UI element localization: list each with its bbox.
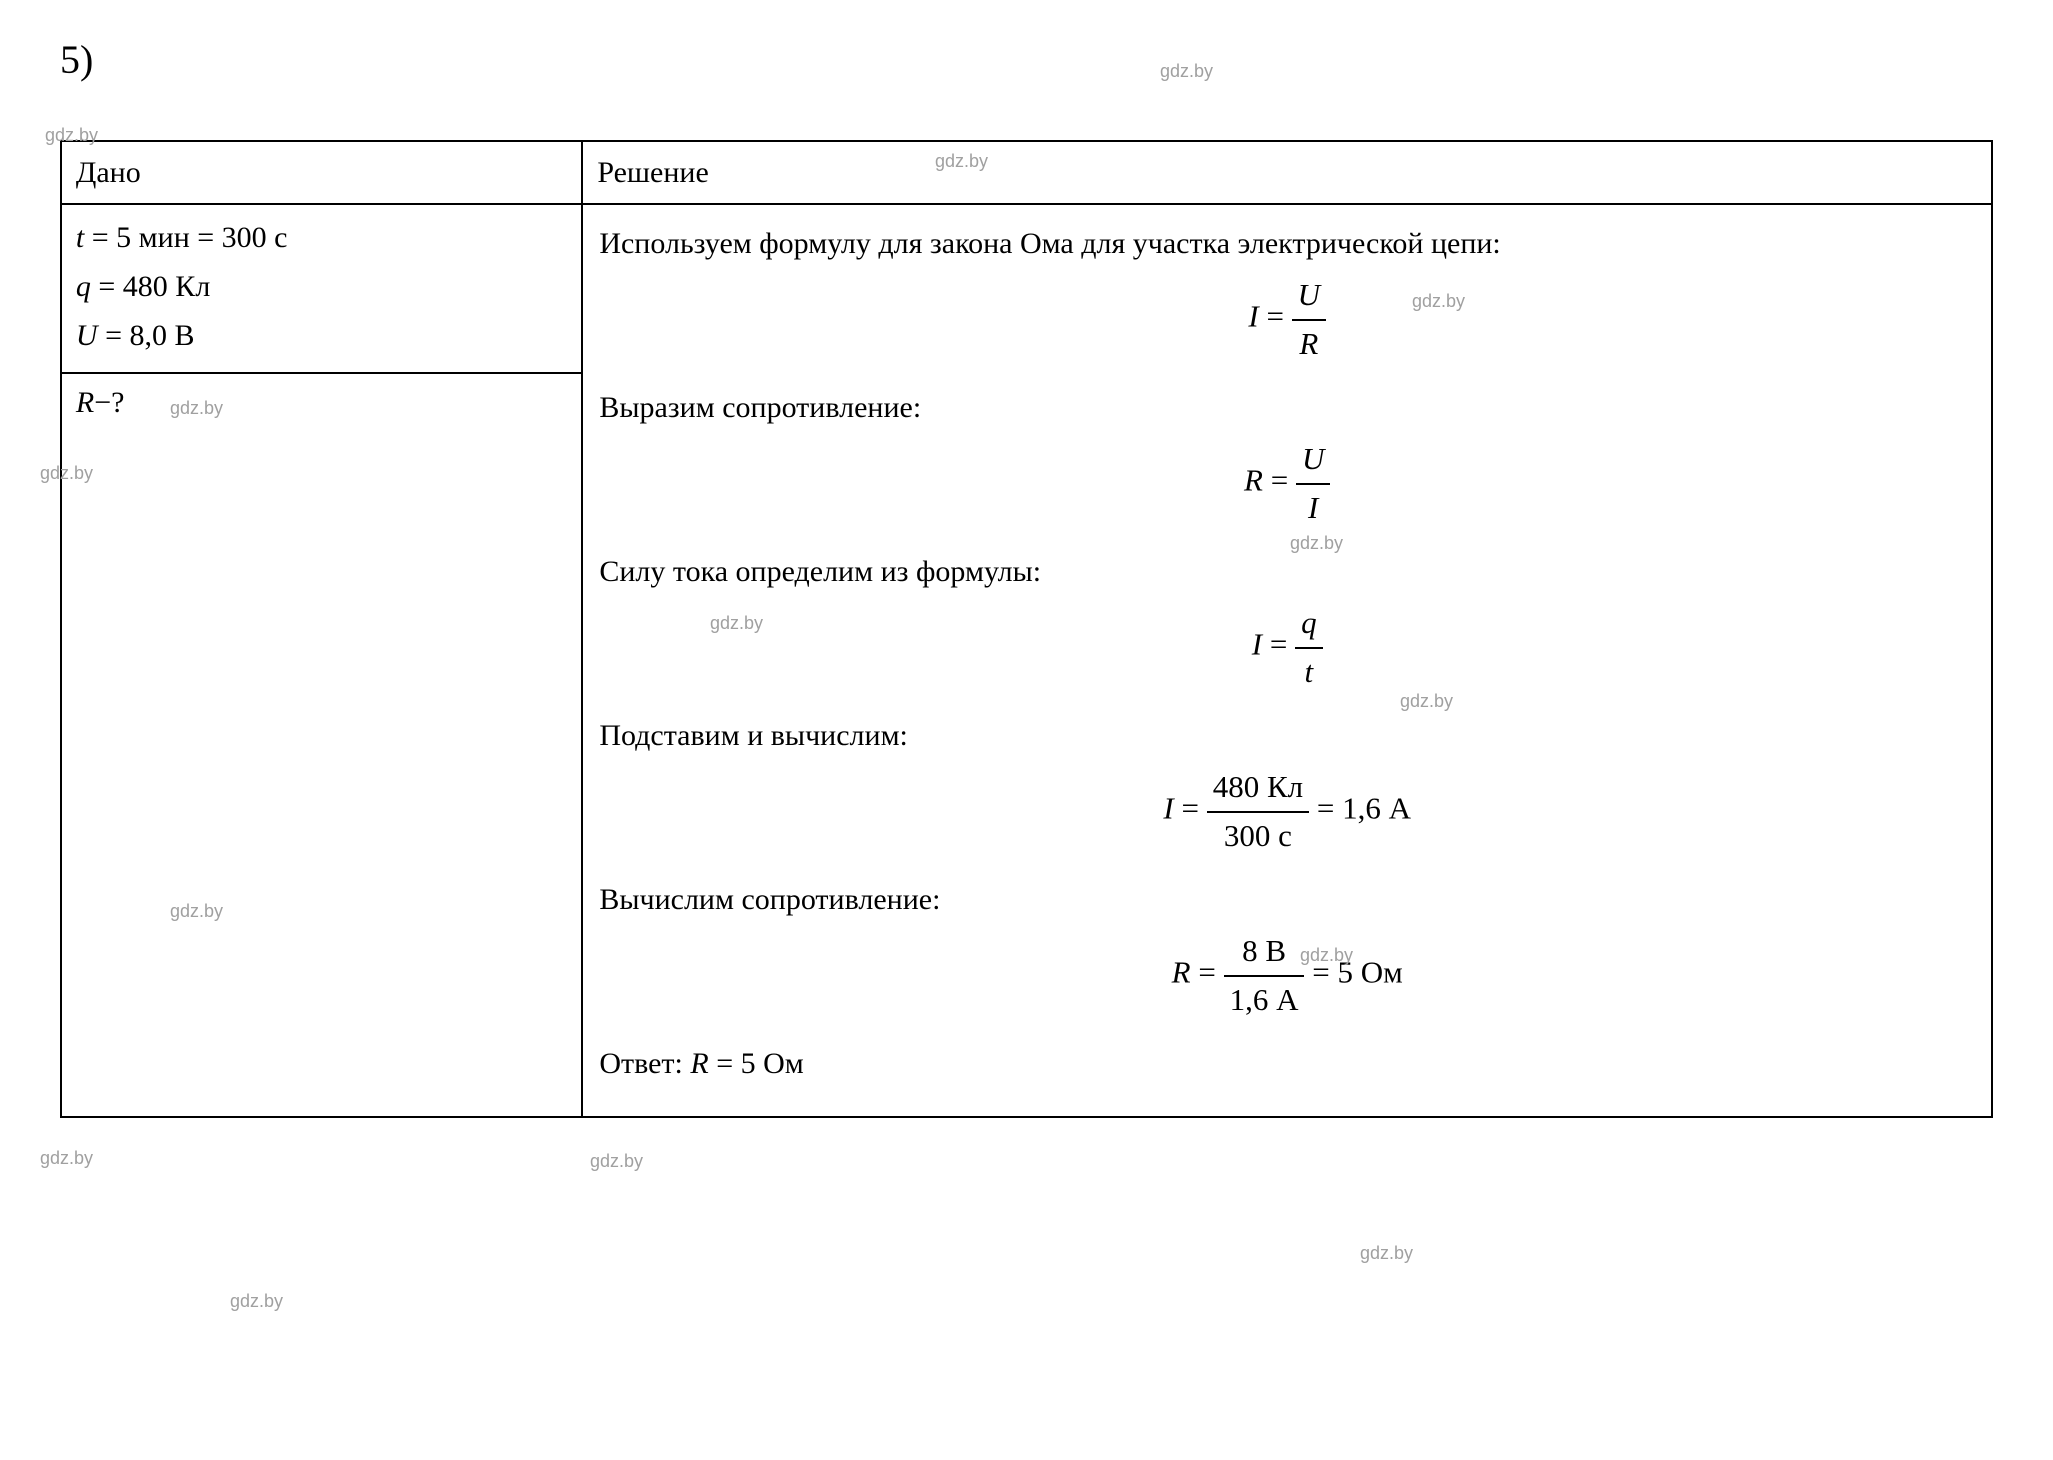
f5-lhs: R [1172, 955, 1191, 990]
solution-text-1: Используем формулу для закона Ома для уч… [599, 221, 1975, 266]
f2-lhs: R [1244, 463, 1263, 498]
watermark: gdz.by [230, 1288, 283, 1315]
given-line-3: U = 8,0 В [76, 313, 567, 358]
f4-den: 300 с [1207, 813, 1309, 860]
solution-header: Решение [582, 141, 1992, 204]
formula-i-calc: I = 480 Кл300 с = 1,6 А [599, 764, 1975, 859]
content-row: t = 5 мин = 300 с q = 480 Кл U = 8,0 В R… [61, 204, 1992, 1117]
f4-num: 480 Кл [1207, 764, 1309, 813]
answer-val: = 5 Ом [709, 1047, 804, 1080]
problem-number: 5) [60, 30, 2023, 90]
f1-frac: UR [1292, 272, 1326, 367]
f2-den: I [1296, 485, 1330, 532]
given-line-1: t = 5 мин = 300 с [76, 215, 567, 260]
given-header: Дано [61, 141, 582, 204]
var-q: q [76, 270, 91, 303]
given-line-2: q = 480 Кл [76, 264, 567, 309]
given-column: t = 5 мин = 300 с q = 480 Кл U = 8,0 В R… [61, 204, 582, 1117]
formula-ohm: I = UR [599, 272, 1975, 367]
f3-lhs: I [1252, 627, 1262, 662]
f4-eq: = [1174, 791, 1207, 826]
solution-table: Дано Решение t = 5 мин = 300 с q = 480 К… [60, 140, 1993, 1118]
answer-var: R [690, 1047, 708, 1080]
f1-eq: = [1259, 299, 1292, 334]
formula-r-calc: R = 8 В1,6 А = 5 Ом [599, 928, 1975, 1023]
f5-num: 8 В [1224, 928, 1305, 977]
watermark: gdz.by [590, 1148, 643, 1175]
solution-text-4: Подставим и вычислим: [599, 713, 1975, 758]
f4-frac: 480 Кл300 с [1207, 764, 1309, 859]
f5-result: = 5 Ом [1304, 955, 1402, 990]
watermark: gdz.by [40, 1145, 93, 1172]
watermark: gdz.by [1360, 1240, 1413, 1267]
answer-line: Ответ: R = 5 Ом [599, 1041, 1975, 1086]
answer-label: Ответ: [599, 1047, 690, 1080]
f1-lhs: I [1248, 299, 1258, 334]
f4-result: = 1,6 А [1309, 791, 1411, 826]
solution-text-2: Выразим сопротивление: [599, 385, 1975, 430]
f2-num: U [1296, 436, 1330, 485]
given-data: t = 5 мин = 300 с q = 480 Кл U = 8,0 В [62, 205, 581, 374]
f1-num: U [1292, 272, 1326, 321]
f4-lhs: I [1163, 791, 1173, 826]
val-q: = 480 Кл [91, 270, 210, 303]
var-u: U [76, 319, 98, 352]
val-u: = 8,0 В [98, 319, 195, 352]
f5-frac: 8 В1,6 А [1224, 928, 1305, 1023]
solution-column: Используем формулу для закона Ома для уч… [582, 204, 1992, 1117]
header-row: Дано Решение [61, 141, 1992, 204]
solution-text-5: Вычислим сопротивление: [599, 877, 1975, 922]
page-container: 5) Дано Решение t = 5 мин = 300 с q = 48… [30, 30, 2023, 1118]
unknown-var: R [76, 386, 94, 419]
unknown-suffix: −? [94, 386, 124, 419]
f5-den: 1,6 А [1224, 977, 1305, 1024]
f3-num: q [1295, 600, 1323, 649]
formula-i-qt: I = qt [599, 600, 1975, 695]
f3-frac: qt [1295, 600, 1323, 695]
formula-r: R = UI [599, 436, 1975, 531]
val-t: = 5 мин = 300 с [84, 221, 287, 254]
f2-eq: = [1263, 463, 1296, 498]
unknown-block: R−? [62, 374, 581, 431]
f3-den: t [1295, 649, 1323, 696]
f3-eq: = [1262, 627, 1295, 662]
f5-eq: = [1191, 955, 1224, 990]
var-t: t [76, 221, 84, 254]
f1-den: R [1292, 321, 1326, 368]
solution-text-3: Силу тока определим из формулы: [599, 549, 1975, 594]
f2-frac: UI [1296, 436, 1330, 531]
